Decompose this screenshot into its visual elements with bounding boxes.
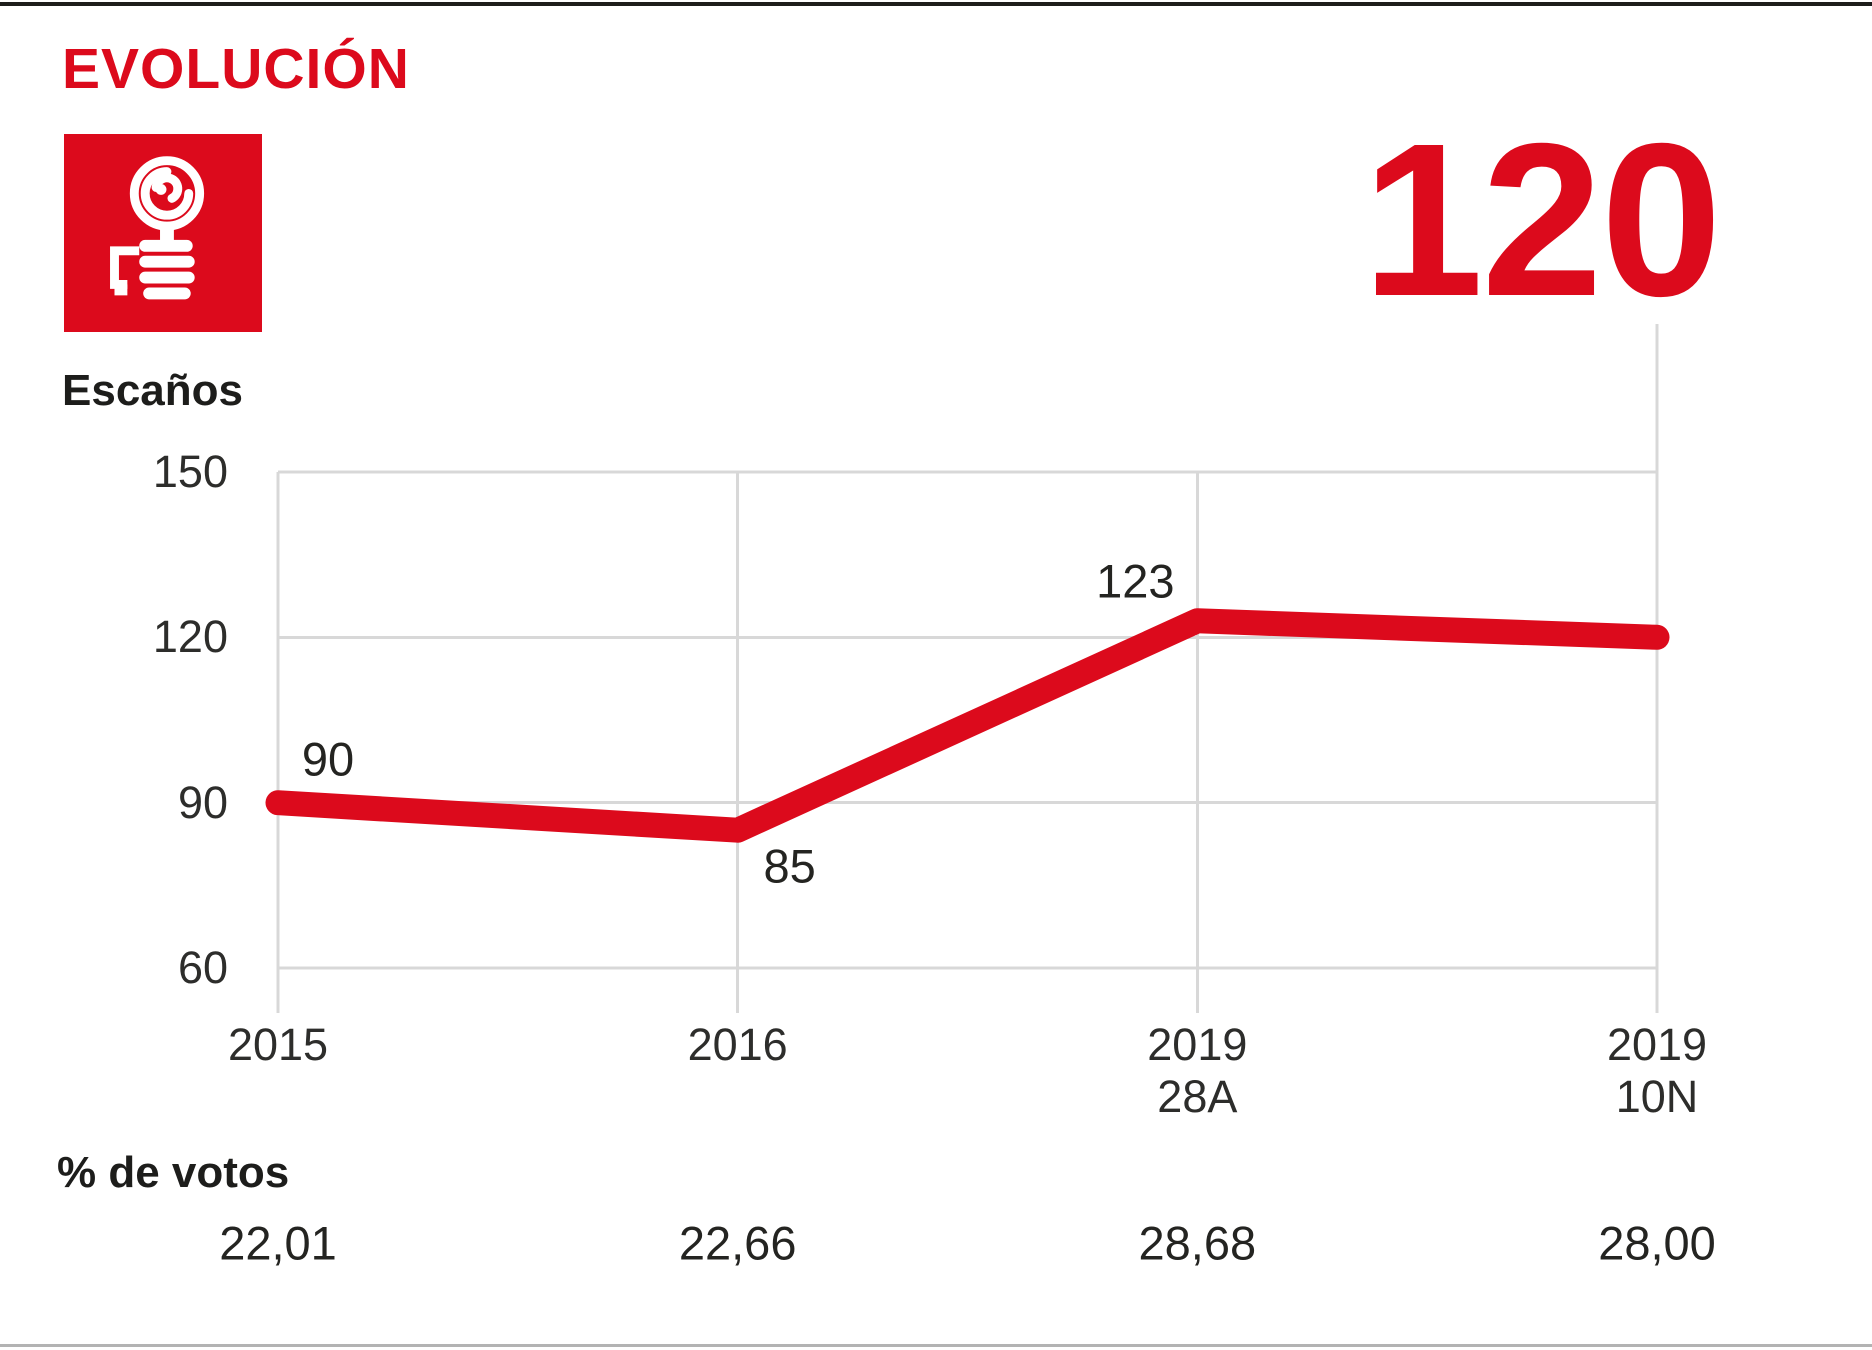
- seats-series-line: [265, 608, 1670, 843]
- point-label: 85: [763, 839, 816, 893]
- votes-row-title: % de votos: [57, 1148, 290, 1197]
- x-tick-label: 2015: [227, 1019, 329, 1070]
- headline-seats-number: 120: [1362, 99, 1722, 342]
- y-tick-label: 150: [152, 446, 228, 497]
- y-tick-label: 60: [177, 942, 228, 993]
- x-tick-label: 2019 28A: [1147, 1019, 1248, 1123]
- top-rule: [0, 2, 1872, 6]
- y-tick-label: 90: [177, 776, 228, 828]
- x-tick-label: 2019 10N: [1606, 1019, 1708, 1123]
- psoe-rose-fist-icon: [64, 134, 262, 332]
- percent-value: 22,66: [678, 1216, 797, 1270]
- page-title: EVOLUCIÓN: [62, 37, 410, 101]
- bottom-rule: [0, 1344, 1872, 1347]
- percent-value: 22,01: [219, 1216, 337, 1270]
- point-label: 90: [301, 732, 355, 786]
- percent-value: 28,00: [1598, 1216, 1716, 1270]
- x-tick-label: 2016: [687, 1019, 788, 1070]
- point-label: 123: [1096, 554, 1175, 608]
- seats-axis-title: Escaños: [62, 366, 243, 415]
- y-tick-label: 120: [152, 611, 228, 663]
- percent-value: 28,68: [1138, 1216, 1257, 1270]
